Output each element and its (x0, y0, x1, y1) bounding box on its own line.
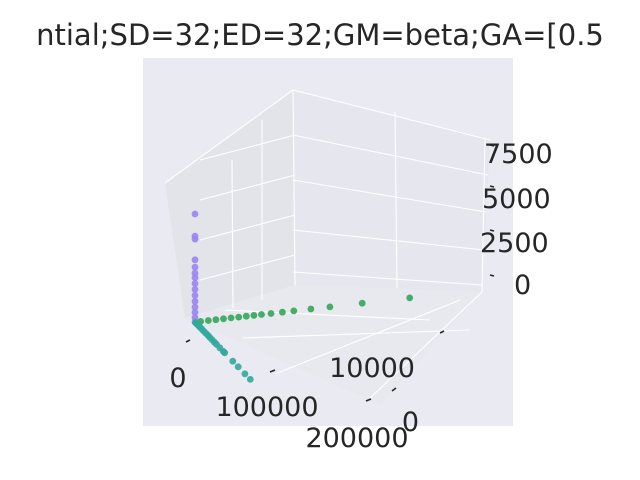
grid-line (292, 179, 487, 213)
grid-line (231, 159, 234, 309)
data-point (326, 303, 334, 311)
tick-mark (439, 330, 445, 334)
data-point (267, 310, 275, 317)
tick-label: 0 (402, 407, 419, 438)
tick-mark (489, 274, 495, 277)
data-point (191, 292, 199, 299)
grid-line (292, 134, 489, 176)
data-point (246, 376, 254, 383)
tick-label: 2500 (480, 228, 549, 259)
data-point (290, 307, 298, 315)
grid-line (199, 134, 296, 161)
data-point (234, 363, 242, 371)
data-point (191, 210, 199, 218)
data-point (191, 280, 199, 287)
data-point (406, 294, 414, 302)
tick-mark (365, 398, 372, 402)
tick-label: 10000 (329, 353, 415, 384)
data-point (307, 305, 315, 313)
data-point (191, 256, 199, 264)
data-point (258, 311, 265, 318)
data-point (204, 317, 212, 324)
tick-mark (489, 144, 495, 147)
grid-line (224, 309, 431, 321)
tick-label: 7500 (484, 139, 553, 170)
data-point (250, 312, 258, 319)
grid-line (242, 329, 471, 339)
chart-title: ntial;SD=32;ED=32;GM=beta;GA=[0.5 (36, 18, 604, 52)
data-point (358, 299, 366, 307)
data-point (221, 349, 229, 357)
tick-marks (185, 144, 495, 402)
data-point (235, 313, 243, 321)
grid-lines (164, 89, 491, 399)
grid-line (369, 291, 483, 399)
data-point (212, 316, 220, 324)
data-point (279, 308, 286, 316)
data-point (229, 357, 237, 365)
pane-edge (292, 89, 296, 286)
data-point (191, 303, 199, 311)
data-point (227, 314, 235, 322)
data-point (191, 297, 199, 305)
back-pane-right (293, 90, 490, 292)
grid-line (481, 137, 486, 293)
tick-mark (489, 229, 495, 232)
data-point (242, 312, 250, 320)
tick-label: 100000 (215, 392, 318, 423)
tick-mark (391, 387, 397, 392)
data-point (191, 269, 199, 277)
data-point (191, 309, 199, 316)
data-point (191, 286, 199, 293)
grid-line (292, 229, 485, 251)
tick-label: 0 (169, 363, 186, 394)
grid-line (199, 254, 296, 281)
grid-line (199, 174, 296, 201)
data-points (191, 210, 414, 383)
data-point (191, 263, 199, 271)
tick-label: 0 (514, 270, 531, 301)
tick-mark (185, 339, 191, 343)
data-point (241, 370, 249, 378)
data-point (220, 315, 227, 323)
tick-mark (269, 369, 276, 373)
tick-label: 5000 (482, 184, 551, 215)
tick-label: 200000 (305, 423, 408, 454)
tick-mark (489, 185, 495, 188)
data-point (191, 314, 199, 321)
grid-line (292, 271, 483, 286)
grid-line (199, 214, 296, 241)
grid-line (274, 299, 461, 375)
data-point (191, 232, 199, 240)
grid-line (394, 111, 398, 289)
